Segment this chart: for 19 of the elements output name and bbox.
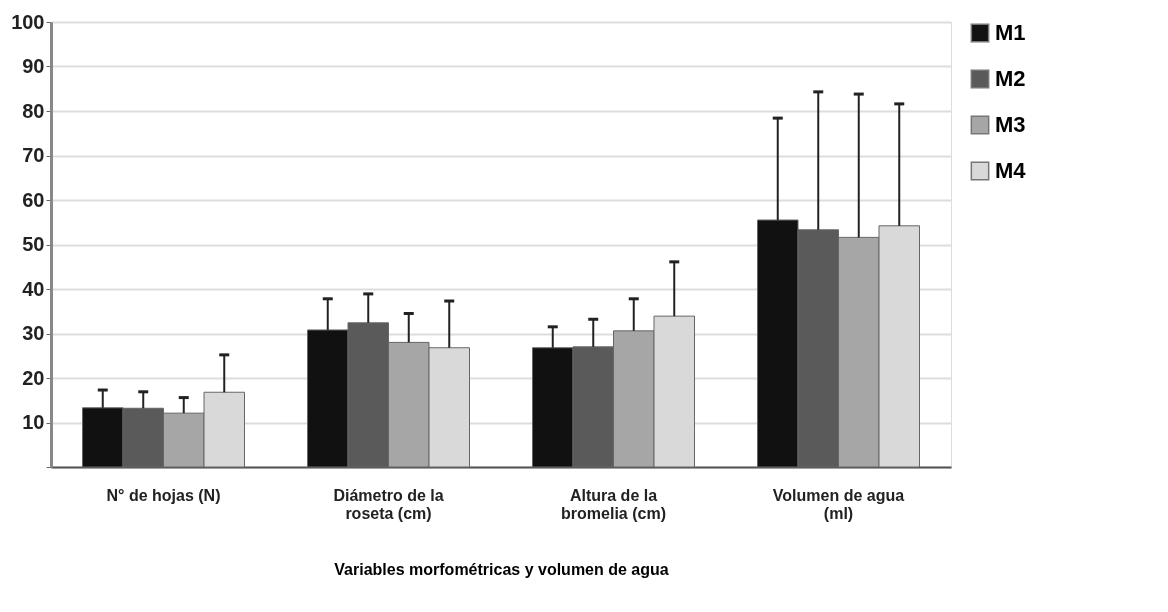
y-tick-label: 40 bbox=[22, 277, 45, 300]
y-tick-label: 60 bbox=[22, 188, 45, 211]
x-tick-label: N° de hojas (N) bbox=[106, 486, 221, 504]
x-tick-label: Diámetro de la roseta (cm) bbox=[333, 486, 444, 522]
legend-label: M3 bbox=[995, 112, 1026, 137]
x-tick-label: Altura de la bromelia (cm) bbox=[561, 486, 666, 522]
y-tick-label: 80 bbox=[22, 99, 45, 122]
y-tick-label: 100 bbox=[11, 10, 45, 33]
y-tick-label: 10 bbox=[22, 411, 45, 433]
legend-label: M2 bbox=[995, 66, 1026, 91]
y-tick-label: 30 bbox=[22, 322, 45, 344]
y-tick-label: 90 bbox=[22, 55, 45, 77]
y-tick-label: 70 bbox=[22, 144, 45, 166]
y-tick-label: 50 bbox=[22, 233, 45, 255]
y-tick-label: 20 bbox=[22, 366, 45, 389]
x-tick-label: Volumen de agua (ml) bbox=[772, 486, 905, 522]
legend-label: M4 bbox=[995, 158, 1027, 183]
legend-label: M1 bbox=[995, 20, 1026, 45]
x-axis-title: Variables morfométricas y volumen de agua bbox=[334, 560, 669, 578]
